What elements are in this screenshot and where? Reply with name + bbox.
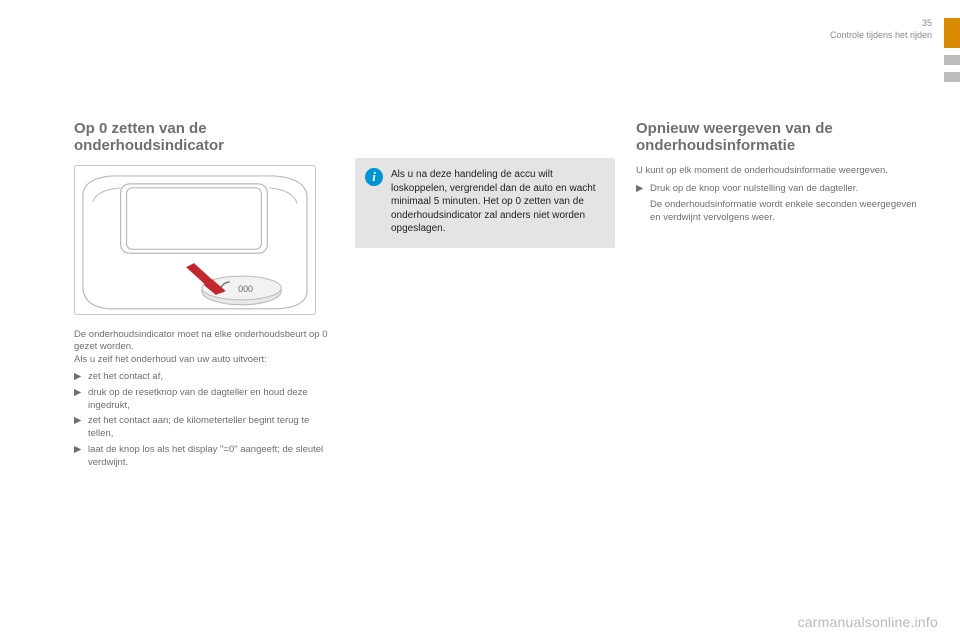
side-tab-grey — [944, 72, 960, 82]
list-item: ▶ laat de knop los als het display "=0" … — [74, 444, 334, 470]
bullet-text: zet het contact af, — [88, 371, 334, 384]
right-sub: U kunt op elk moment de onderhoudsinform… — [636, 165, 926, 178]
left-heading: Op 0 zetten van de onderhoudsindicator — [74, 120, 334, 155]
info-icon — [365, 168, 383, 186]
left-column: Op 0 zetten van de onderhoudsindicator 0… — [74, 120, 334, 473]
bullet-marker-icon: ▶ — [74, 415, 88, 441]
left-intro-2: Als u zelf het onderhoud van uw auto uit… — [74, 354, 334, 367]
callout-text: Als u na deze handeling de accu wilt los… — [391, 168, 603, 236]
bullet-marker-icon: ▶ — [74, 444, 88, 470]
bullet-text: druk op de resetknop van de dagteller en… — [88, 387, 334, 413]
list-item: ▶ druk op de resetknop van de dagteller … — [74, 387, 334, 413]
page-number: 35 — [922, 18, 932, 28]
header-section: Controle tijdens het rijden — [830, 30, 932, 40]
bullet-text: Druk op de knop voor nulstelling van de … — [650, 183, 926, 196]
list-item: ▶ zet het contact af, — [74, 371, 334, 384]
bullet-marker-icon: ▶ — [636, 183, 650, 196]
bullet-text: laat de knop los als het display "=0" aa… — [88, 444, 334, 470]
middle-column: Als u na deze handeling de accu wilt los… — [355, 158, 615, 248]
list-item: ▶ zet het contact aan; de kilometertelle… — [74, 415, 334, 441]
watermark: carmanualsonline.info — [798, 614, 938, 630]
info-callout: Als u na deze handeling de accu wilt los… — [355, 158, 615, 248]
svg-text:000: 000 — [238, 283, 253, 293]
left-bullet-list: ▶ zet het contact af, ▶ druk op de reset… — [74, 371, 334, 470]
left-intro-1: De onderhoudsindicator moet na elke onde… — [74, 329, 334, 355]
bullet-marker-icon: ▶ — [74, 387, 88, 413]
side-tab-orange — [944, 18, 960, 48]
bullet-marker-icon: ▶ — [74, 371, 88, 384]
right-heading: Opnieuw weergeven van de onderhoudsinfor… — [636, 120, 926, 155]
right-column: Opnieuw weergeven van de onderhoudsinfor… — [636, 120, 926, 225]
right-after-text: De onderhoudsinformatie wordt enkele sec… — [650, 199, 926, 225]
side-tab-grey — [944, 55, 960, 65]
list-item: ▶ Druk op de knop voor nulstelling van d… — [636, 183, 926, 196]
reset-diagram: 000 — [74, 165, 316, 315]
bullet-text: zet het contact aan; de kilometerteller … — [88, 415, 334, 441]
diagram-svg: 000 — [75, 166, 315, 315]
